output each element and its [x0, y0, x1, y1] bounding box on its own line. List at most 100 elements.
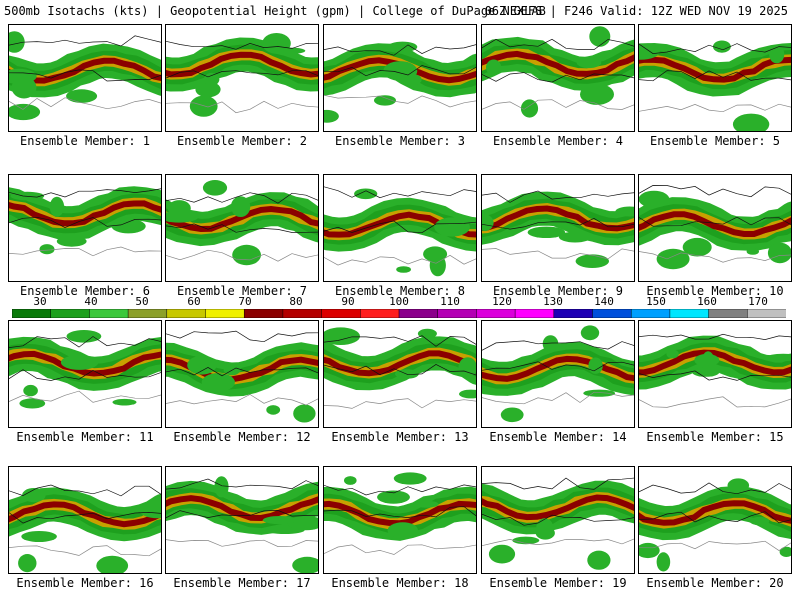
ensemble-member-map[interactable]: [638, 24, 792, 132]
wind-blob: [414, 500, 439, 508]
ensemble-member-map[interactable]: [323, 320, 477, 428]
ensemble-member-label: Ensemble Member: 10: [646, 284, 784, 298]
height-contour: [166, 539, 318, 547]
wind-blob: [262, 516, 297, 525]
wind-blob: [587, 550, 611, 570]
wind-blob: [393, 472, 427, 485]
coastline: [639, 482, 791, 495]
coastline: [9, 69, 161, 82]
wind-blob: [232, 244, 261, 266]
wind-blob: [230, 196, 251, 217]
coastline: [482, 477, 634, 490]
wind-blob: [293, 404, 316, 423]
wind-blob: [21, 531, 57, 542]
ensemble-member-map[interactable]: [323, 466, 477, 574]
height-contour: [9, 246, 161, 257]
coastline: [639, 370, 791, 381]
wind-blob: [682, 237, 712, 257]
wind-blob: [66, 89, 98, 103]
wind-blob: [746, 248, 759, 255]
wind-blob: [656, 552, 671, 572]
ensemble-member-map[interactable]: [323, 174, 477, 282]
colorbar-segment: [476, 309, 516, 318]
height-contour: [639, 251, 791, 263]
wind-blob: [527, 226, 566, 238]
wind-blob: [615, 206, 634, 217]
wind-blob: [459, 389, 476, 399]
jet-core: [482, 494, 634, 521]
ensemble-member-label: Ensemble Member: 11: [16, 430, 154, 444]
ensemble-member-label: Ensemble Member: 19: [489, 576, 627, 590]
wind-blob: [779, 546, 791, 557]
ensemble-member-map[interactable]: [8, 24, 162, 132]
coastline: [639, 216, 791, 227]
colorbar-tick-label: 120: [492, 295, 512, 308]
coastline: [639, 333, 791, 340]
ensemble-member-label: Ensemble Member: 18: [331, 576, 469, 590]
ensemble-member-map[interactable]: [323, 24, 477, 132]
height-contour: [9, 97, 161, 110]
colorbar-tick-label: 110: [440, 295, 460, 308]
ensemble-member-map[interactable]: [8, 466, 162, 574]
ensemble-member-map[interactable]: [165, 24, 319, 132]
ensemble-member-map[interactable]: [638, 174, 792, 282]
wind-blob: [713, 40, 731, 53]
colorbar-segment: [360, 309, 400, 318]
ensemble-member-map[interactable]: [638, 466, 792, 574]
wind-blob: [344, 476, 357, 485]
colorbar-segment: [630, 309, 671, 318]
ensemble-member-map[interactable]: [481, 466, 635, 574]
colorbar-segment: [669, 309, 710, 318]
wind-blob: [434, 217, 470, 237]
height-contour: [639, 396, 791, 408]
wind-blob: [202, 180, 228, 196]
height-contour: [324, 254, 476, 266]
wind-blob: [576, 57, 602, 69]
isotach-map: [324, 186, 476, 277]
colorbar-tick-label: 100: [389, 295, 409, 308]
wind-blob: [60, 354, 99, 370]
wind-blob: [39, 244, 55, 255]
wind-blob: [766, 353, 791, 362]
coastline: [9, 188, 161, 198]
colorbar-segment: [437, 309, 478, 318]
jet-core: [9, 200, 161, 227]
coastline: [482, 218, 634, 230]
ensemble-member-map[interactable]: [481, 320, 635, 428]
coastline: [482, 340, 634, 351]
ensemble-member-map[interactable]: [638, 320, 792, 428]
ensemble-member-map[interactable]: [481, 174, 635, 282]
wind-blob: [639, 190, 670, 208]
jet-core: [9, 501, 161, 528]
wind-blob: [666, 349, 679, 359]
ensemble-member-map[interactable]: [8, 320, 162, 428]
wind-blob: [520, 99, 539, 118]
coastline: [324, 363, 476, 376]
coastline: [324, 506, 476, 518]
coastline: [324, 220, 476, 234]
ensemble-member-label: Ensemble Member: 17: [173, 576, 311, 590]
isotach-map: [9, 31, 161, 121]
coastline: [324, 335, 476, 347]
ensemble-member-label: Ensemble Member: 2: [176, 134, 308, 148]
ensemble-member-map[interactable]: [481, 24, 635, 132]
wind-blob: [639, 43, 668, 52]
ensemble-member-map[interactable]: [165, 174, 319, 282]
ensemble-member-map[interactable]: [8, 174, 162, 282]
colorbar-tick-label: 30: [33, 295, 47, 308]
colorbar-tick-label: 90: [341, 295, 355, 308]
jet-core: [639, 56, 791, 83]
height-contour: [482, 391, 634, 405]
ensemble-member-map[interactable]: [165, 320, 319, 428]
colorbar-segment: [166, 309, 207, 318]
height-contour: [639, 540, 791, 552]
chart-title: 500mb Isotachs (kts) | Geopotential Heig…: [4, 4, 546, 18]
isotach-map: [324, 41, 476, 123]
wind-blob: [692, 367, 720, 377]
ensemble-member-map[interactable]: [165, 466, 319, 574]
coastline: [482, 513, 634, 526]
wind-blob: [9, 103, 41, 121]
coastline: [166, 478, 318, 490]
colorbar-tick-label: 60: [187, 295, 201, 308]
colorbar-segment: [553, 309, 594, 318]
